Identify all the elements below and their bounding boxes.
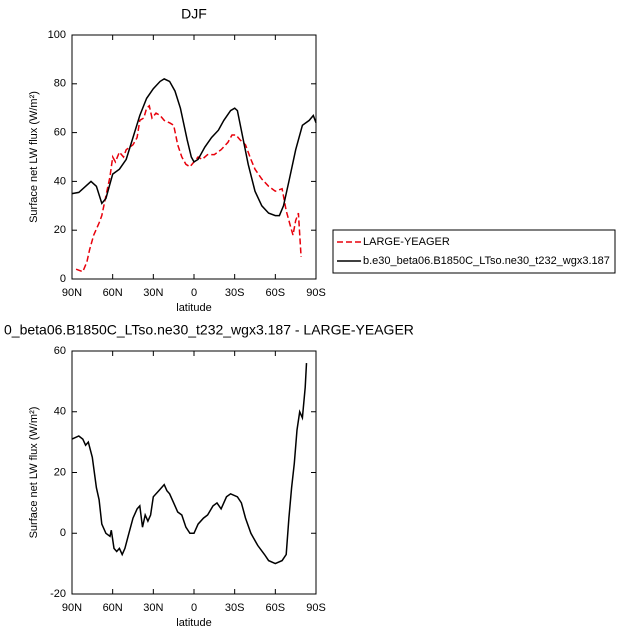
x-tick-label: 60S: [266, 287, 286, 299]
y-axis-label: Surface net LW flux (W/m²): [28, 407, 40, 539]
plot-frame: [71, 34, 317, 280]
x-tick-label: 90N: [62, 287, 82, 299]
y-tick-label: 80: [54, 78, 66, 90]
y-axis-label: Surface net LW flux (W/m²): [28, 91, 40, 223]
x-tick-label: 30N: [143, 602, 163, 614]
x-tick-label: 90S: [306, 287, 326, 299]
data-line: [75, 104, 302, 273]
y-tick-label: 40: [54, 406, 66, 418]
y-tick-label: 20: [54, 224, 66, 236]
x-tick-label: 60N: [103, 602, 123, 614]
x-tick-label: 30S: [225, 287, 245, 299]
y-tick-label: 60: [54, 127, 66, 139]
x-tick-label: 60S: [266, 602, 286, 614]
chart-title: DJF: [181, 6, 207, 22]
plot-frame: [71, 350, 317, 595]
x-tick-label: 60N: [103, 287, 123, 299]
data-line: [71, 78, 317, 217]
x-tick-label: 90N: [62, 602, 82, 614]
y-tick-label: 20: [54, 466, 66, 478]
x-axis-label: latitude: [176, 617, 211, 629]
legend-label: LARGE-YEAGER: [363, 236, 450, 248]
x-axis-label: latitude: [176, 302, 211, 314]
y-tick-label: 0: [60, 273, 66, 285]
chart-title: 0_beta06.B1850C_LTso.ne30_t232_wgx3.187 …: [4, 322, 414, 338]
x-tick-label: 0: [191, 287, 197, 299]
x-tick-label: 30S: [225, 602, 245, 614]
x-tick-label: 90S: [306, 602, 326, 614]
data-line: [71, 363, 308, 565]
y-tick-label: 0: [60, 527, 66, 539]
y-tick-label: -20: [50, 588, 66, 600]
y-tick-label: 40: [54, 175, 66, 187]
legend-box: [332, 229, 616, 274]
y-tick-label: 100: [48, 29, 66, 41]
legend-label: b.e30_beta06.B1850C_LTso.ne30_t232_wgx3.…: [363, 255, 610, 267]
x-tick-label: 0: [191, 602, 197, 614]
y-tick-label: 60: [54, 345, 66, 357]
x-tick-label: 30N: [143, 287, 163, 299]
